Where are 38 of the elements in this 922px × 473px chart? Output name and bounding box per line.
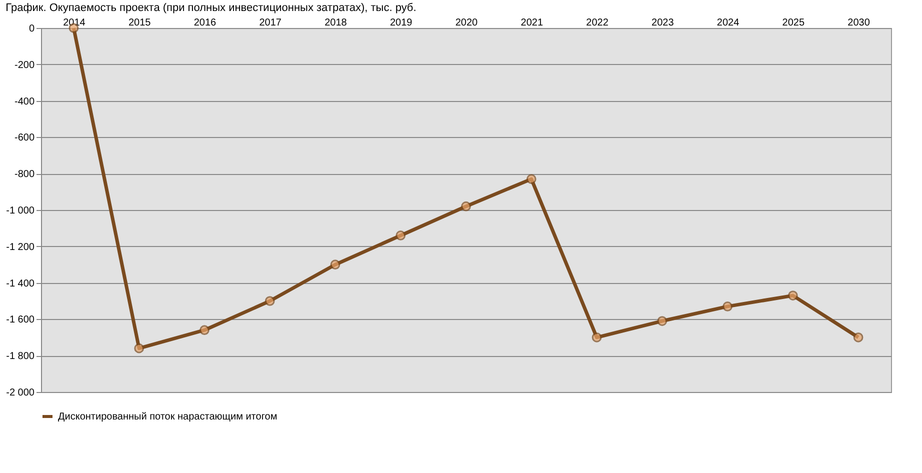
point [330, 260, 340, 270]
y-tick-label: -800 [14, 169, 35, 180]
point [657, 316, 668, 326]
x-tick-label: 2030 [848, 18, 870, 28]
point [853, 332, 864, 342]
x-tick-label: 2024 [716, 18, 740, 28]
point [264, 296, 275, 306]
point [461, 201, 471, 212]
x-tick-label: 2014 [63, 18, 86, 28]
y-tick-label: -2 000 [6, 388, 35, 398]
point [526, 174, 536, 184]
x-tick-label: 2016 [194, 18, 217, 28]
x-tick-label: 2019 [390, 18, 413, 28]
y-tick-label: -1 800 [6, 351, 35, 362]
point [788, 290, 798, 300]
y-tick-label: -1 000 [6, 206, 35, 216]
x-tick-label: 2020 [455, 18, 478, 28]
point [134, 343, 144, 354]
x-tick-label: 2015 [128, 18, 152, 28]
y-tick-label: -1 600 [6, 314, 35, 326]
y-tick-label: -600 [14, 132, 35, 144]
x-tick-label: 2017 [259, 18, 282, 28]
point [200, 325, 210, 336]
point [722, 302, 732, 312]
y-tick-label: -200 [14, 60, 35, 71]
point [592, 332, 602, 342]
y-tick-label: -400 [14, 96, 35, 108]
point [396, 230, 406, 240]
x-tick-label: 2023 [652, 18, 674, 28]
chart-title: График. Окупаемость проекта (при полных инвестиционных затратах), тыс. руб. [6, 2, 416, 14]
x-tick-label: 2025 [782, 18, 805, 28]
legend-label: Дисконтированный поток нарастающим итогом [58, 412, 278, 422]
y-tick-label: -1 400 [6, 278, 35, 290]
x-tick-label: 2022 [586, 18, 609, 28]
x-tick-label: 2021 [520, 18, 544, 28]
y-tick-label: 0 [28, 24, 35, 34]
x-tick-label: 2018 [324, 18, 348, 28]
y-tick-label: -1 200 [6, 242, 35, 253]
